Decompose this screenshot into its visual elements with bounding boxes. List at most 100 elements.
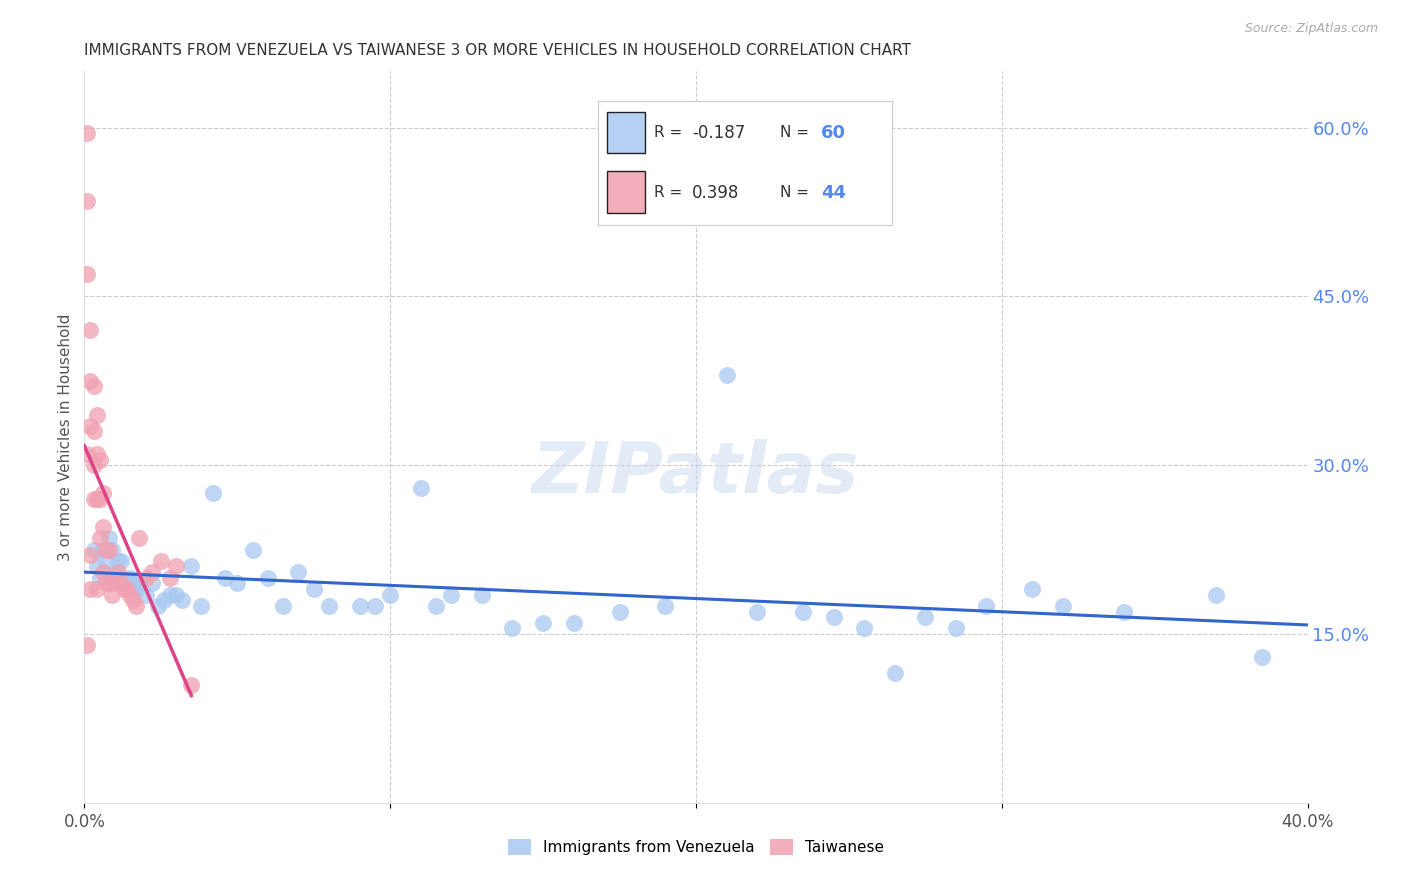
Point [792,605,814,619]
Point [112,576,135,591]
Point [531,615,554,630]
Point [91,565,114,579]
Point [165,588,187,602]
Point [149,554,172,568]
Point [1114,605,1136,619]
Point [104,576,127,591]
Point [89,571,111,585]
Point [86,582,108,596]
Point [945,621,967,635]
Point [609,605,631,619]
Point [1250,649,1272,664]
Point [112,582,135,596]
Point [107,554,129,568]
Point [83,491,105,506]
Point [409,481,432,495]
Point [86,559,108,574]
Y-axis label: 3 or more Vehicles in Household: 3 or more Vehicles in Household [58,313,73,561]
Point [97,532,120,546]
Point [94,554,117,568]
Text: ZIPatlas: ZIPatlas [533,439,859,508]
Point [86,447,108,461]
Point [76,126,98,140]
Point [79,582,101,596]
Point [425,599,447,613]
Point [101,588,124,602]
Point [83,379,105,393]
Point [349,599,371,613]
Point [125,599,148,613]
Point [914,610,936,624]
Point [364,599,387,613]
Point [1205,588,1227,602]
Point [1021,582,1043,596]
Point [562,615,585,630]
Point [94,542,117,557]
Point [76,194,98,208]
Point [91,486,114,500]
Point [440,588,463,602]
Point [128,532,150,546]
Point [146,599,169,613]
Point [172,593,194,607]
Point [257,571,280,585]
Point [159,588,181,602]
Point [135,588,157,602]
Point [226,576,249,591]
Point [122,576,145,591]
Point [115,576,138,591]
Point [302,582,325,596]
Point [83,458,105,473]
Point [104,565,127,579]
Point [471,588,494,602]
Point [125,582,148,596]
Point [287,565,309,579]
Point [159,571,181,585]
Point [79,548,101,562]
Point [165,559,187,574]
Point [89,491,111,506]
Legend: Immigrants from Venezuela, Taiwanese: Immigrants from Venezuela, Taiwanese [502,833,890,861]
Point [502,621,524,635]
Point [716,368,738,383]
Point [76,267,98,281]
Point [86,408,108,422]
Text: IMMIGRANTS FROM VENEZUELA VS TAIWANESE 3 OR MORE VEHICLES IN HOUSEHOLD CORRELATI: IMMIGRANTS FROM VENEZUELA VS TAIWANESE 3… [84,43,911,58]
Point [79,374,101,388]
Point [747,605,769,619]
Point [135,571,157,585]
Point [180,559,202,574]
Point [141,565,163,579]
Point [242,542,264,557]
Point [76,638,98,652]
Point [380,588,402,602]
Point [823,610,845,624]
Point [180,678,202,692]
Point [97,576,120,591]
Point [120,571,142,585]
Point [214,571,236,585]
Point [76,447,98,461]
Point [91,542,114,557]
Point [153,593,176,607]
Point [120,588,142,602]
Point [101,542,124,557]
Point [89,532,111,546]
Point [883,666,905,681]
Point [201,486,224,500]
Point [79,323,101,337]
Point [110,576,132,591]
Point [853,621,876,635]
Point [107,565,129,579]
Point [654,599,676,613]
Point [83,542,105,557]
Point [97,542,120,557]
Point [94,576,117,591]
Point [318,599,340,613]
Point [976,599,998,613]
Point [83,425,105,439]
Point [110,554,132,568]
Point [115,582,138,596]
Point [190,599,212,613]
Point [79,418,101,433]
